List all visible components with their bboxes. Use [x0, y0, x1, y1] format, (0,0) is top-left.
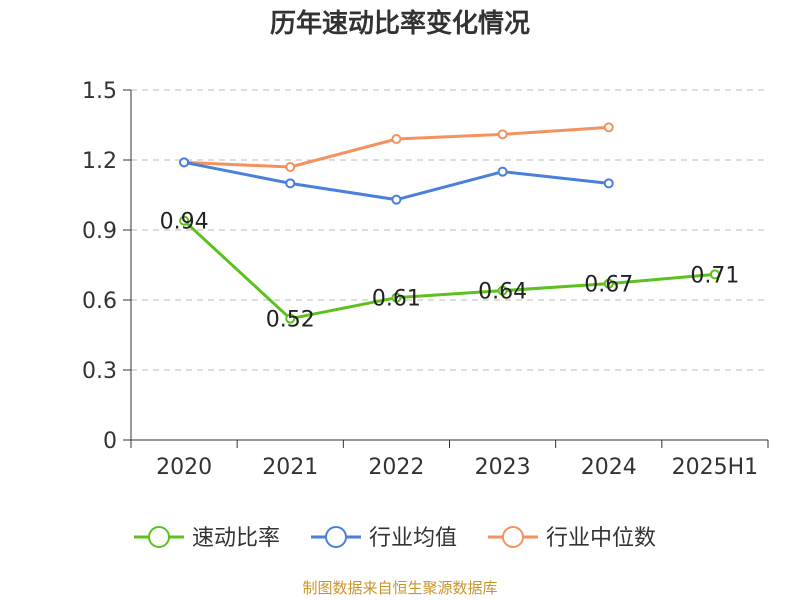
x-tick-label: 2025H1 [672, 455, 759, 480]
legend-label: 速动比率 [192, 526, 280, 551]
data-label: 0.94 [160, 210, 209, 235]
data-label: 0.52 [266, 308, 315, 333]
series-2-point [391, 194, 402, 205]
axes: 0 0.3 0.6 0.9 1.2 1.5 2020 2021 2022 2023 2024 2025… [82, 79, 769, 480]
chart-title: 历年速动比率变化情况 [269, 9, 530, 39]
data-label: 0.71 [690, 263, 739, 288]
series-line-3 [184, 125, 609, 169]
y-tick-label: 1.2 [82, 149, 117, 174]
series-3-point [285, 162, 296, 172]
series-1-point [285, 313, 296, 324]
legend-item-1[interactable]: 速动比率 [134, 526, 280, 551]
series-1-point [603, 278, 614, 289]
series-1-point [179, 215, 190, 226]
x-tick-label: 2021 [262, 455, 318, 480]
legend-item-2[interactable]: 行业均值 [311, 526, 457, 551]
legend-swatch-circle [325, 526, 347, 548]
series-3-point [497, 129, 508, 140]
x-tick-label: 2020 [156, 455, 212, 480]
data-label: 0.61 [372, 287, 421, 312]
y-tick-label: 1.5 [82, 79, 117, 104]
legend-swatch-circle [148, 526, 170, 548]
y-tick-label: 0.6 [82, 289, 117, 314]
legend: 速动比率 行业均值 行业中位数 [134, 526, 656, 551]
x-tick-label: 2023 [475, 455, 531, 480]
legend-label: 行业中位数 [546, 526, 656, 551]
series-1-point [709, 269, 720, 280]
series-2-point [603, 178, 614, 189]
series-3-point [603, 122, 614, 133]
series-line-1 [183, 219, 716, 321]
series-line-2 [183, 160, 609, 202]
y-tick-label: 0.9 [82, 219, 117, 244]
series-1-point [391, 292, 402, 303]
y-tick-label: 0.3 [82, 359, 117, 384]
x-tick-label: 2024 [581, 455, 637, 480]
data-label: 0.64 [478, 280, 527, 305]
source-note: 制图数据来自恒生聚源数据库 [302, 579, 498, 597]
series-2-point [179, 157, 190, 168]
series-3-point [391, 134, 402, 144]
grid-lines [131, 89, 768, 371]
series-2-point [497, 166, 508, 177]
x-tick-label: 2022 [368, 455, 424, 480]
series-lines [179, 122, 720, 324]
legend-label: 行业均值 [369, 526, 457, 551]
data-label: 0.67 [584, 273, 633, 298]
y-tick-label: 0 [103, 429, 117, 454]
legend-item-3[interactable]: 行业中位数 [488, 526, 656, 551]
data-labels: 0.94 0.52 0.61 0.64 0.67 0.71 [160, 210, 740, 333]
legend-swatch-circle [502, 526, 524, 548]
series-1-point [497, 285, 508, 296]
series-2-point [285, 178, 296, 189]
